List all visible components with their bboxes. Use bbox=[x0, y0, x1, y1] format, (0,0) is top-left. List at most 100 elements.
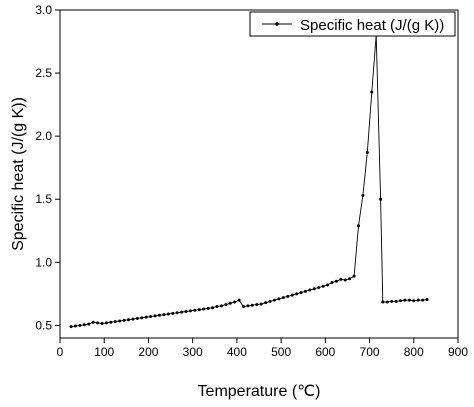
data-point bbox=[321, 284, 325, 288]
data-point bbox=[379, 197, 383, 201]
data-point bbox=[69, 325, 73, 329]
data-point bbox=[140, 316, 144, 320]
legend-label: Specific heat (J/(g K)) bbox=[300, 17, 444, 34]
x-tick-label: 500 bbox=[271, 345, 291, 359]
x-tick-label: 100 bbox=[94, 345, 114, 359]
data-point bbox=[175, 311, 179, 315]
y-tick-label: 2.0 bbox=[35, 129, 52, 143]
data-point bbox=[312, 287, 316, 291]
data-point bbox=[421, 298, 425, 302]
data-point bbox=[352, 274, 356, 278]
data-point bbox=[370, 90, 374, 94]
data-point bbox=[303, 289, 307, 293]
data-point bbox=[357, 224, 360, 228]
data-point bbox=[211, 306, 215, 310]
x-tick-label: 600 bbox=[315, 345, 335, 359]
data-point bbox=[158, 313, 161, 317]
y-axis-label: Specific heat (J/(g K)) bbox=[10, 97, 27, 251]
data-point bbox=[295, 292, 299, 296]
y-axis-ticks: 0.5 1.0 1.5 2.0 2.5 3.0 bbox=[35, 3, 60, 332]
data-point bbox=[268, 299, 272, 303]
data-point bbox=[162, 313, 166, 317]
data-point bbox=[412, 299, 416, 303]
x-tick-label: 300 bbox=[183, 345, 203, 359]
legend: Specific heat (J/(g K)) bbox=[249, 11, 456, 37]
data-point bbox=[250, 303, 254, 307]
data-point bbox=[96, 321, 100, 325]
data-point bbox=[286, 294, 290, 298]
data-point bbox=[299, 291, 303, 295]
data-point bbox=[122, 318, 126, 322]
data-point bbox=[215, 304, 219, 308]
data-point bbox=[394, 299, 398, 303]
plot-frame bbox=[59, 9, 459, 339]
data-point bbox=[308, 288, 312, 292]
x-axis-ticks: 0 100 200 300 400 500 600 700 800 900 bbox=[57, 338, 468, 359]
data-point bbox=[272, 298, 276, 302]
data-point bbox=[118, 319, 122, 323]
data-point bbox=[281, 296, 285, 300]
data-point bbox=[334, 279, 338, 283]
y-tick-label: 2.5 bbox=[35, 66, 52, 80]
data-point bbox=[259, 302, 263, 306]
y-tick-label: 3.0 bbox=[35, 3, 52, 17]
x-tick-label: 200 bbox=[138, 345, 158, 359]
data-point bbox=[131, 317, 135, 321]
series-line bbox=[71, 35, 428, 328]
data-point bbox=[113, 320, 117, 324]
data-point bbox=[399, 299, 403, 303]
data-point bbox=[219, 304, 223, 308]
data-point bbox=[197, 308, 201, 312]
data-point bbox=[188, 309, 192, 313]
data-point bbox=[317, 286, 321, 290]
data-point bbox=[385, 300, 389, 304]
data-point bbox=[224, 303, 228, 307]
data-point bbox=[233, 300, 237, 304]
data-point bbox=[166, 312, 170, 316]
data-point bbox=[246, 304, 250, 308]
data-point bbox=[144, 315, 148, 319]
data-point bbox=[407, 298, 411, 302]
x-tick-label: 800 bbox=[404, 345, 424, 359]
y-tick-label: 0.5 bbox=[35, 318, 52, 332]
data-point bbox=[381, 300, 385, 304]
data-point bbox=[135, 316, 139, 320]
data-point bbox=[330, 280, 334, 284]
data-point bbox=[361, 193, 365, 197]
data-point bbox=[171, 311, 175, 315]
series-layer bbox=[69, 33, 429, 329]
data-point bbox=[193, 308, 197, 312]
data-point bbox=[180, 310, 184, 314]
data-point bbox=[73, 324, 77, 328]
data-point bbox=[91, 320, 95, 324]
data-point bbox=[255, 303, 259, 307]
y-tick-label: 1.0 bbox=[35, 255, 52, 269]
data-point bbox=[100, 321, 104, 325]
data-point bbox=[326, 283, 330, 287]
data-point bbox=[242, 304, 246, 308]
data-point bbox=[153, 314, 157, 318]
data-point bbox=[277, 297, 281, 301]
data-point bbox=[264, 301, 268, 305]
data-point bbox=[348, 277, 352, 281]
data-point bbox=[82, 323, 86, 327]
data-point bbox=[78, 323, 82, 327]
data-point bbox=[390, 299, 394, 303]
data-point bbox=[343, 278, 347, 282]
x-tick-label: 0 bbox=[57, 345, 64, 359]
x-tick-label: 900 bbox=[448, 345, 468, 359]
data-point bbox=[365, 151, 369, 155]
data-point bbox=[109, 320, 113, 324]
data-point bbox=[184, 310, 188, 314]
data-point bbox=[149, 315, 153, 319]
x-axis-label: Temperature (℃) bbox=[198, 383, 321, 400]
x-tick-label: 400 bbox=[227, 345, 247, 359]
data-point bbox=[290, 293, 294, 297]
data-point bbox=[339, 277, 343, 281]
data-point bbox=[425, 298, 429, 302]
x-tick-label: 700 bbox=[360, 345, 380, 359]
data-point bbox=[416, 298, 420, 302]
data-point bbox=[127, 318, 131, 322]
y-tick-label: 1.5 bbox=[35, 192, 52, 206]
